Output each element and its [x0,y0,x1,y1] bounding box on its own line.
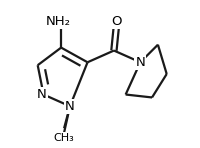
Text: N: N [37,88,47,101]
Text: N: N [135,56,145,69]
Text: O: O [112,15,122,28]
Text: N: N [65,100,75,113]
Text: CH₃: CH₃ [54,133,74,143]
Text: NH₂: NH₂ [46,15,71,28]
